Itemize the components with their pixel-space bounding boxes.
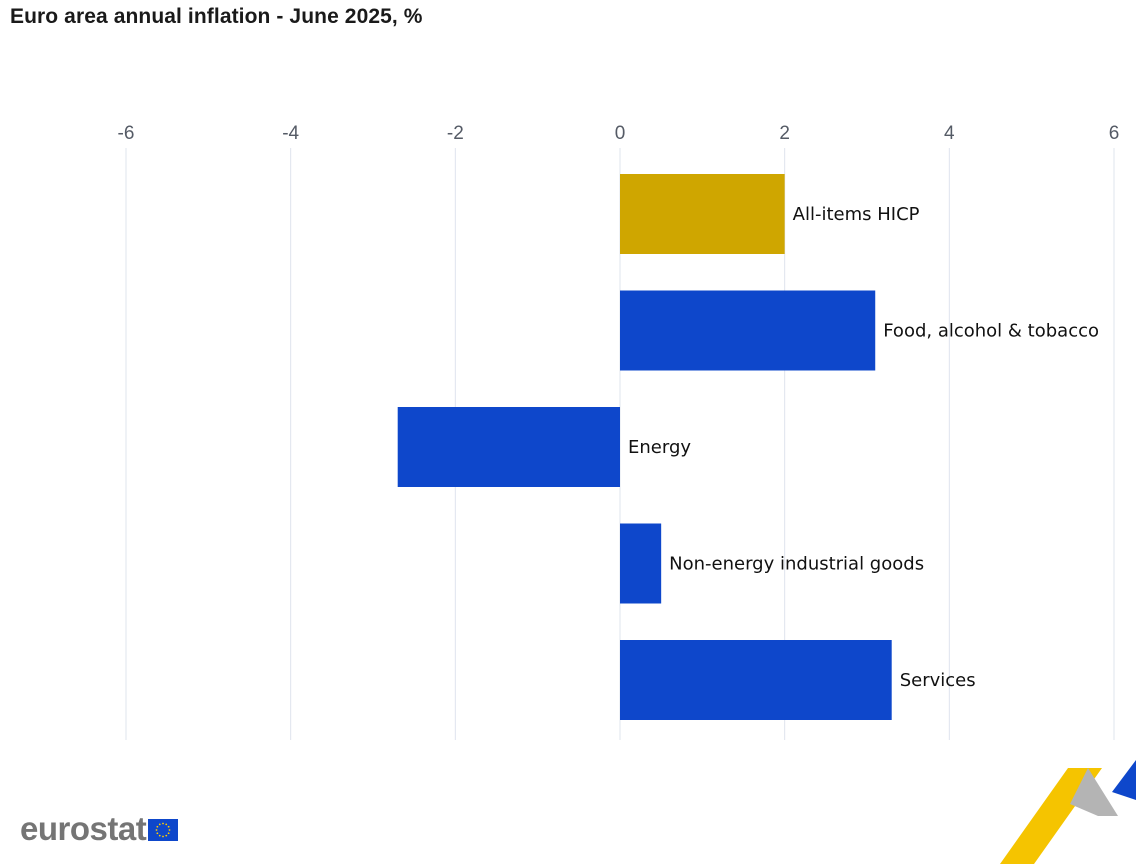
bar[interactable] (620, 640, 892, 720)
decor-grey-stripe (1070, 768, 1118, 816)
bar[interactable] (620, 174, 785, 254)
bar-label: Energy (628, 437, 691, 458)
x-tick-label: -6 (118, 123, 135, 144)
flag-star-icon (155, 828, 158, 831)
eu-flag-icon (148, 818, 179, 841)
flag-star-icon (159, 822, 161, 825)
flag-star-icon (156, 825, 159, 828)
flag-star-icon (167, 825, 170, 828)
flag-star-icon (156, 831, 159, 834)
x-tick-label: 2 (779, 123, 790, 144)
x-tick-label: -2 (447, 123, 464, 144)
x-tick-label: 4 (944, 123, 955, 144)
chart-title: Euro area annual inflation - June 2025, … (10, 5, 423, 28)
flag-star-icon (162, 822, 165, 824)
x-axis-ticks: -6 -4 -2 0 2 4 6 (118, 123, 1120, 144)
bars (397, 174, 892, 720)
bar-label: Services (900, 670, 976, 691)
flag-star-icon (162, 835, 165, 837)
eurostat-corner-decoration (1000, 760, 1136, 864)
flag-star-icon (159, 834, 161, 837)
x-tick-label: 6 (1109, 123, 1120, 144)
flag-star-icon (165, 822, 168, 825)
eurostat-logo: eurostat (20, 810, 179, 847)
flag-star-icon (167, 831, 170, 834)
x-tick-label: -4 (282, 123, 299, 144)
bar-labels: All-items HICP Food, alcohol & tobacco Ene… (628, 204, 1099, 691)
x-tick-label: 0 (615, 123, 626, 144)
bar-label: Food, alcohol & tobacco (883, 321, 1099, 342)
bar[interactable] (397, 407, 620, 487)
bar[interactable] (620, 290, 876, 371)
bar-label: Non-energy industrial goods (669, 554, 924, 575)
eurostat-wordmark: eurostat (20, 810, 147, 847)
decor-blue-stripe (1112, 760, 1136, 800)
flag-star-icon (165, 834, 168, 837)
bar-label: All-items HICP (793, 204, 920, 225)
bar[interactable] (620, 523, 662, 604)
flag-star-icon (168, 828, 171, 831)
